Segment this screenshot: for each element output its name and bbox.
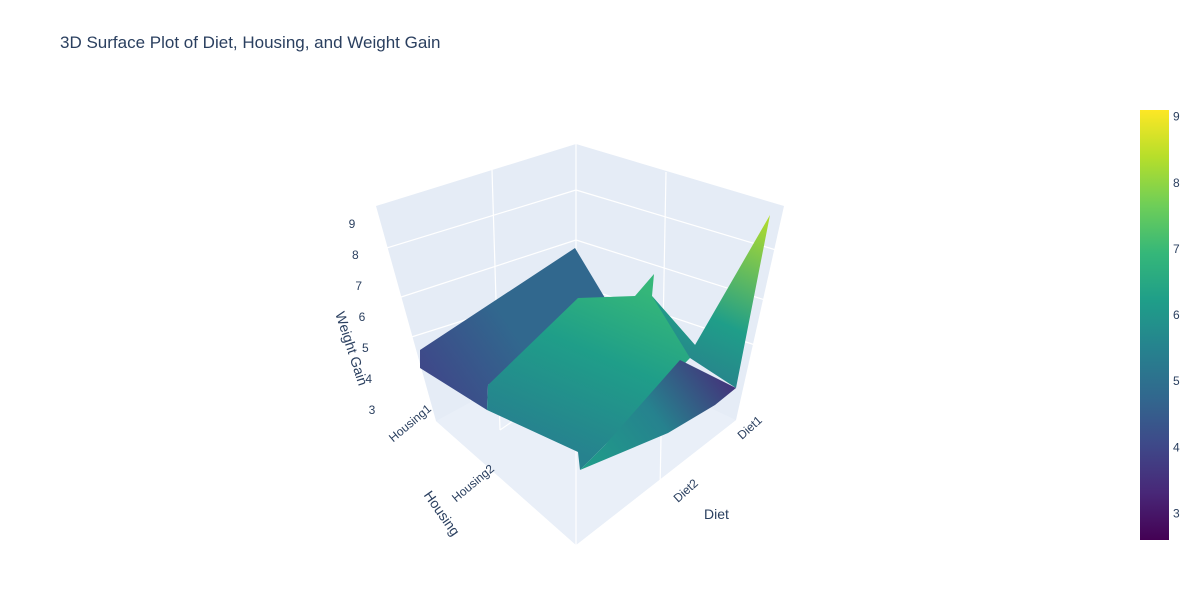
grid-line: [391, 239, 577, 301]
y-tick-label: Housing1: [386, 401, 434, 445]
surface-patch-right[interactable]: [652, 215, 770, 388]
x-tick-label: Diet2: [671, 476, 701, 505]
chart-title: 3D Surface Plot of Diet, Housing, and We…: [60, 33, 441, 52]
surface[interactable]: [420, 215, 770, 470]
colorbar-tick-label: 7: [1173, 242, 1180, 256]
surface-patch-center[interactable]: [487, 274, 695, 470]
surface-patch-front[interactable]: [580, 360, 736, 470]
z-tick-label: 6: [359, 310, 366, 324]
z-tick-label: 3: [369, 403, 376, 417]
surface-patch-left[interactable]: [420, 248, 605, 410]
colorbar-tick-label: 6: [1173, 308, 1180, 322]
colorbar-tick-label: 5: [1173, 374, 1180, 388]
colorbar-ticks: 3 4 5 6 7 8 9: [1173, 110, 1180, 521]
z-tick-label: 4: [365, 372, 372, 386]
colorbar-tick-label: 9: [1173, 110, 1180, 124]
z-tick-label: 9: [349, 217, 356, 231]
colorbar-gradient: [1140, 110, 1169, 540]
z-tick-label: 7: [355, 279, 362, 293]
colorbar[interactable]: 3 4 5 6 7 8 9: [1140, 110, 1180, 540]
z-tick-label: 8: [352, 248, 359, 262]
colorbar-tick-label: 3: [1173, 507, 1180, 521]
z-tick-label: 5: [362, 341, 369, 355]
x-axis-title: Diet: [704, 506, 729, 522]
z-axis-ticks: 3 4 5 6 7 8 9: [349, 217, 376, 417]
colorbar-tick-label: 8: [1173, 176, 1180, 190]
x-tick-label: Diet1: [735, 413, 765, 442]
grid-line: [379, 189, 577, 251]
grid-line: [575, 189, 777, 251]
y-tick-label: Housing2: [449, 461, 497, 505]
colorbar-tick-label: 4: [1173, 440, 1180, 454]
